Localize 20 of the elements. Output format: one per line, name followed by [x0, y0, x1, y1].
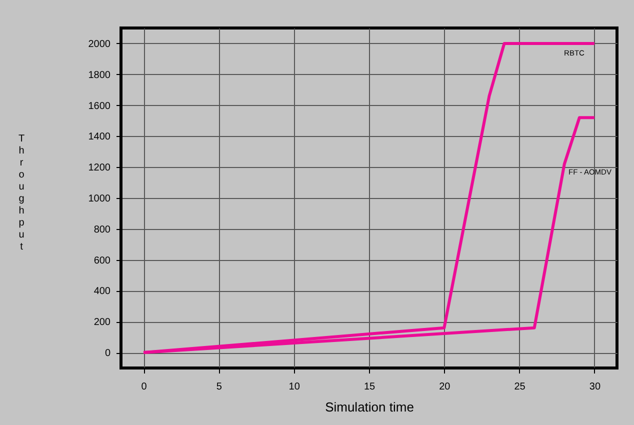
x-tick-label: 0 — [141, 382, 148, 392]
x-tick-label: 5 — [216, 382, 222, 392]
y-tick-label: 1600 — [88, 100, 111, 112]
y-tick-label: 1400 — [88, 132, 111, 143]
y-tick-label: 0 — [104, 348, 111, 360]
y-tick-label: 1800 — [88, 70, 111, 81]
y-tick-label: 600 — [94, 255, 111, 266]
y-tick-label: 1000 — [88, 194, 111, 204]
y-tick-label: 400 — [94, 286, 111, 298]
x-tick-label: 30 — [589, 382, 601, 392]
x-tick-label: 25 — [514, 382, 526, 392]
x-tick-label: 15 — [364, 382, 376, 392]
text: Throughput — [18, 134, 25, 252]
x-tick-label: 10 — [288, 382, 300, 392]
y-tick-label: 800 — [94, 224, 111, 236]
y-tick-label: 1200 — [88, 162, 111, 174]
x-axis-title: Simulation time — [325, 400, 414, 414]
y-tick-label: 200 — [94, 317, 111, 328]
x-tick-label: 20 — [439, 382, 451, 392]
y-tick-label: 2000 — [88, 38, 111, 50]
